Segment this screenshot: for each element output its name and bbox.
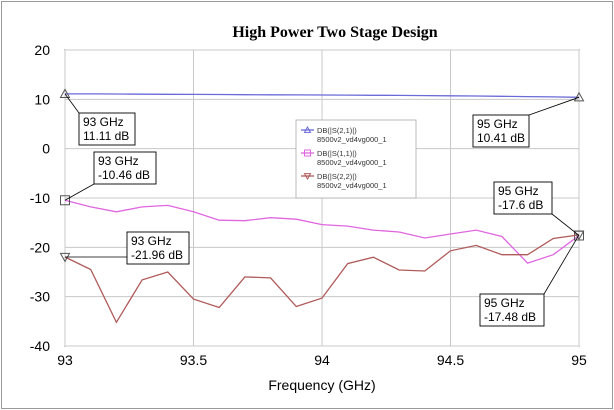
annotation-value-4: 10.41 dB [477,131,525,145]
legend-label-1: DB(|S(2,1)|) [317,126,357,135]
annotation-freq-4: 95 GHz [477,117,518,131]
legend-label-3: DB(|S(2,2)|) [317,172,357,181]
annotation-value-5: -17.6 dB [498,198,543,212]
series-line-3 [64,234,580,324]
series-3-marker-start [59,252,71,263]
legend-marker-2 [304,149,311,157]
annotation-box-4 [472,114,530,148]
annotation-value-2: -10.46 dB [98,168,150,182]
series-line-2 [64,199,580,264]
series-3-marker-end [573,230,585,241]
legend-marker-3 [303,173,312,181]
x-tick-label-1: 93.5 [180,352,207,368]
annotation-leader-2 [64,183,95,201]
tick-labels: 93 93.5 94 94.5 95 20 10 0 -10 -20 -30 -40 [30,42,587,368]
x-tick-label-4: 95 [571,352,587,368]
series-1-marker-start [59,88,71,98]
annotation-leader-4 [528,96,580,116]
annotation-value-1: 11.11 dB [83,129,129,143]
series-1-marker-end [573,91,585,102]
annotation-box-2 [93,151,157,185]
annotation-freq-2: 93 GHz [98,154,139,168]
annotation-box-6 [479,293,545,327]
annotation-leader-6 [543,234,580,295]
series-layer [59,88,585,324]
x-tick-label-2: 94 [314,352,330,368]
legend-box [295,119,417,199]
annotation-leader-1 [64,93,80,114]
annotation-value-3: -21.96 dB [131,248,183,262]
series-2-marker-start [60,195,70,206]
legend-source-2: 8500v2_vd4vg000_1 [317,158,387,167]
series-line-1 [65,93,580,98]
y-tick-label-2: 0 [42,141,50,157]
chart-title: High Power Two Stage Design [232,24,437,41]
legend-source-1: 8500v2_vd4vg000_1 [317,135,387,144]
annotation-box-1 [78,112,136,146]
legend-source-3: 8500v2_vd4vg000_1 [317,181,387,190]
y-tick-label-5: -30 [30,289,50,305]
y-tick-label-4: -20 [30,239,50,255]
annotation-freq-3: 93 GHz [131,234,172,248]
y-tick-label-6: -40 [30,338,50,354]
annotation-leader-5 [551,213,580,236]
y-tick-label-0: 20 [34,42,50,58]
legend-label-2: DB(|S(1,1)|) [317,149,357,158]
annotation-freq-1: 93 GHz [83,115,124,129]
annotation-value-6: -17.48 dB [484,310,536,324]
annotation-freq-5: 95 GHz [498,184,539,198]
x-tick-label-3: 94.5 [437,352,464,368]
annotation-box-3 [126,231,190,265]
legend: DB(|S(2,1)|)8500v2_vd4vg000_1DB(|S(1,1)|… [295,119,417,199]
annotation-freq-6: 95 GHz [484,296,525,310]
legend-marker-1 [303,125,312,133]
x-tick-label-0: 93 [57,352,73,368]
x-axis-label: Frequency (GHz) [268,377,375,393]
annotation-box-5 [493,181,553,215]
y-tick-label-3: -10 [30,190,50,206]
y-tick-label-1: 10 [34,91,50,107]
